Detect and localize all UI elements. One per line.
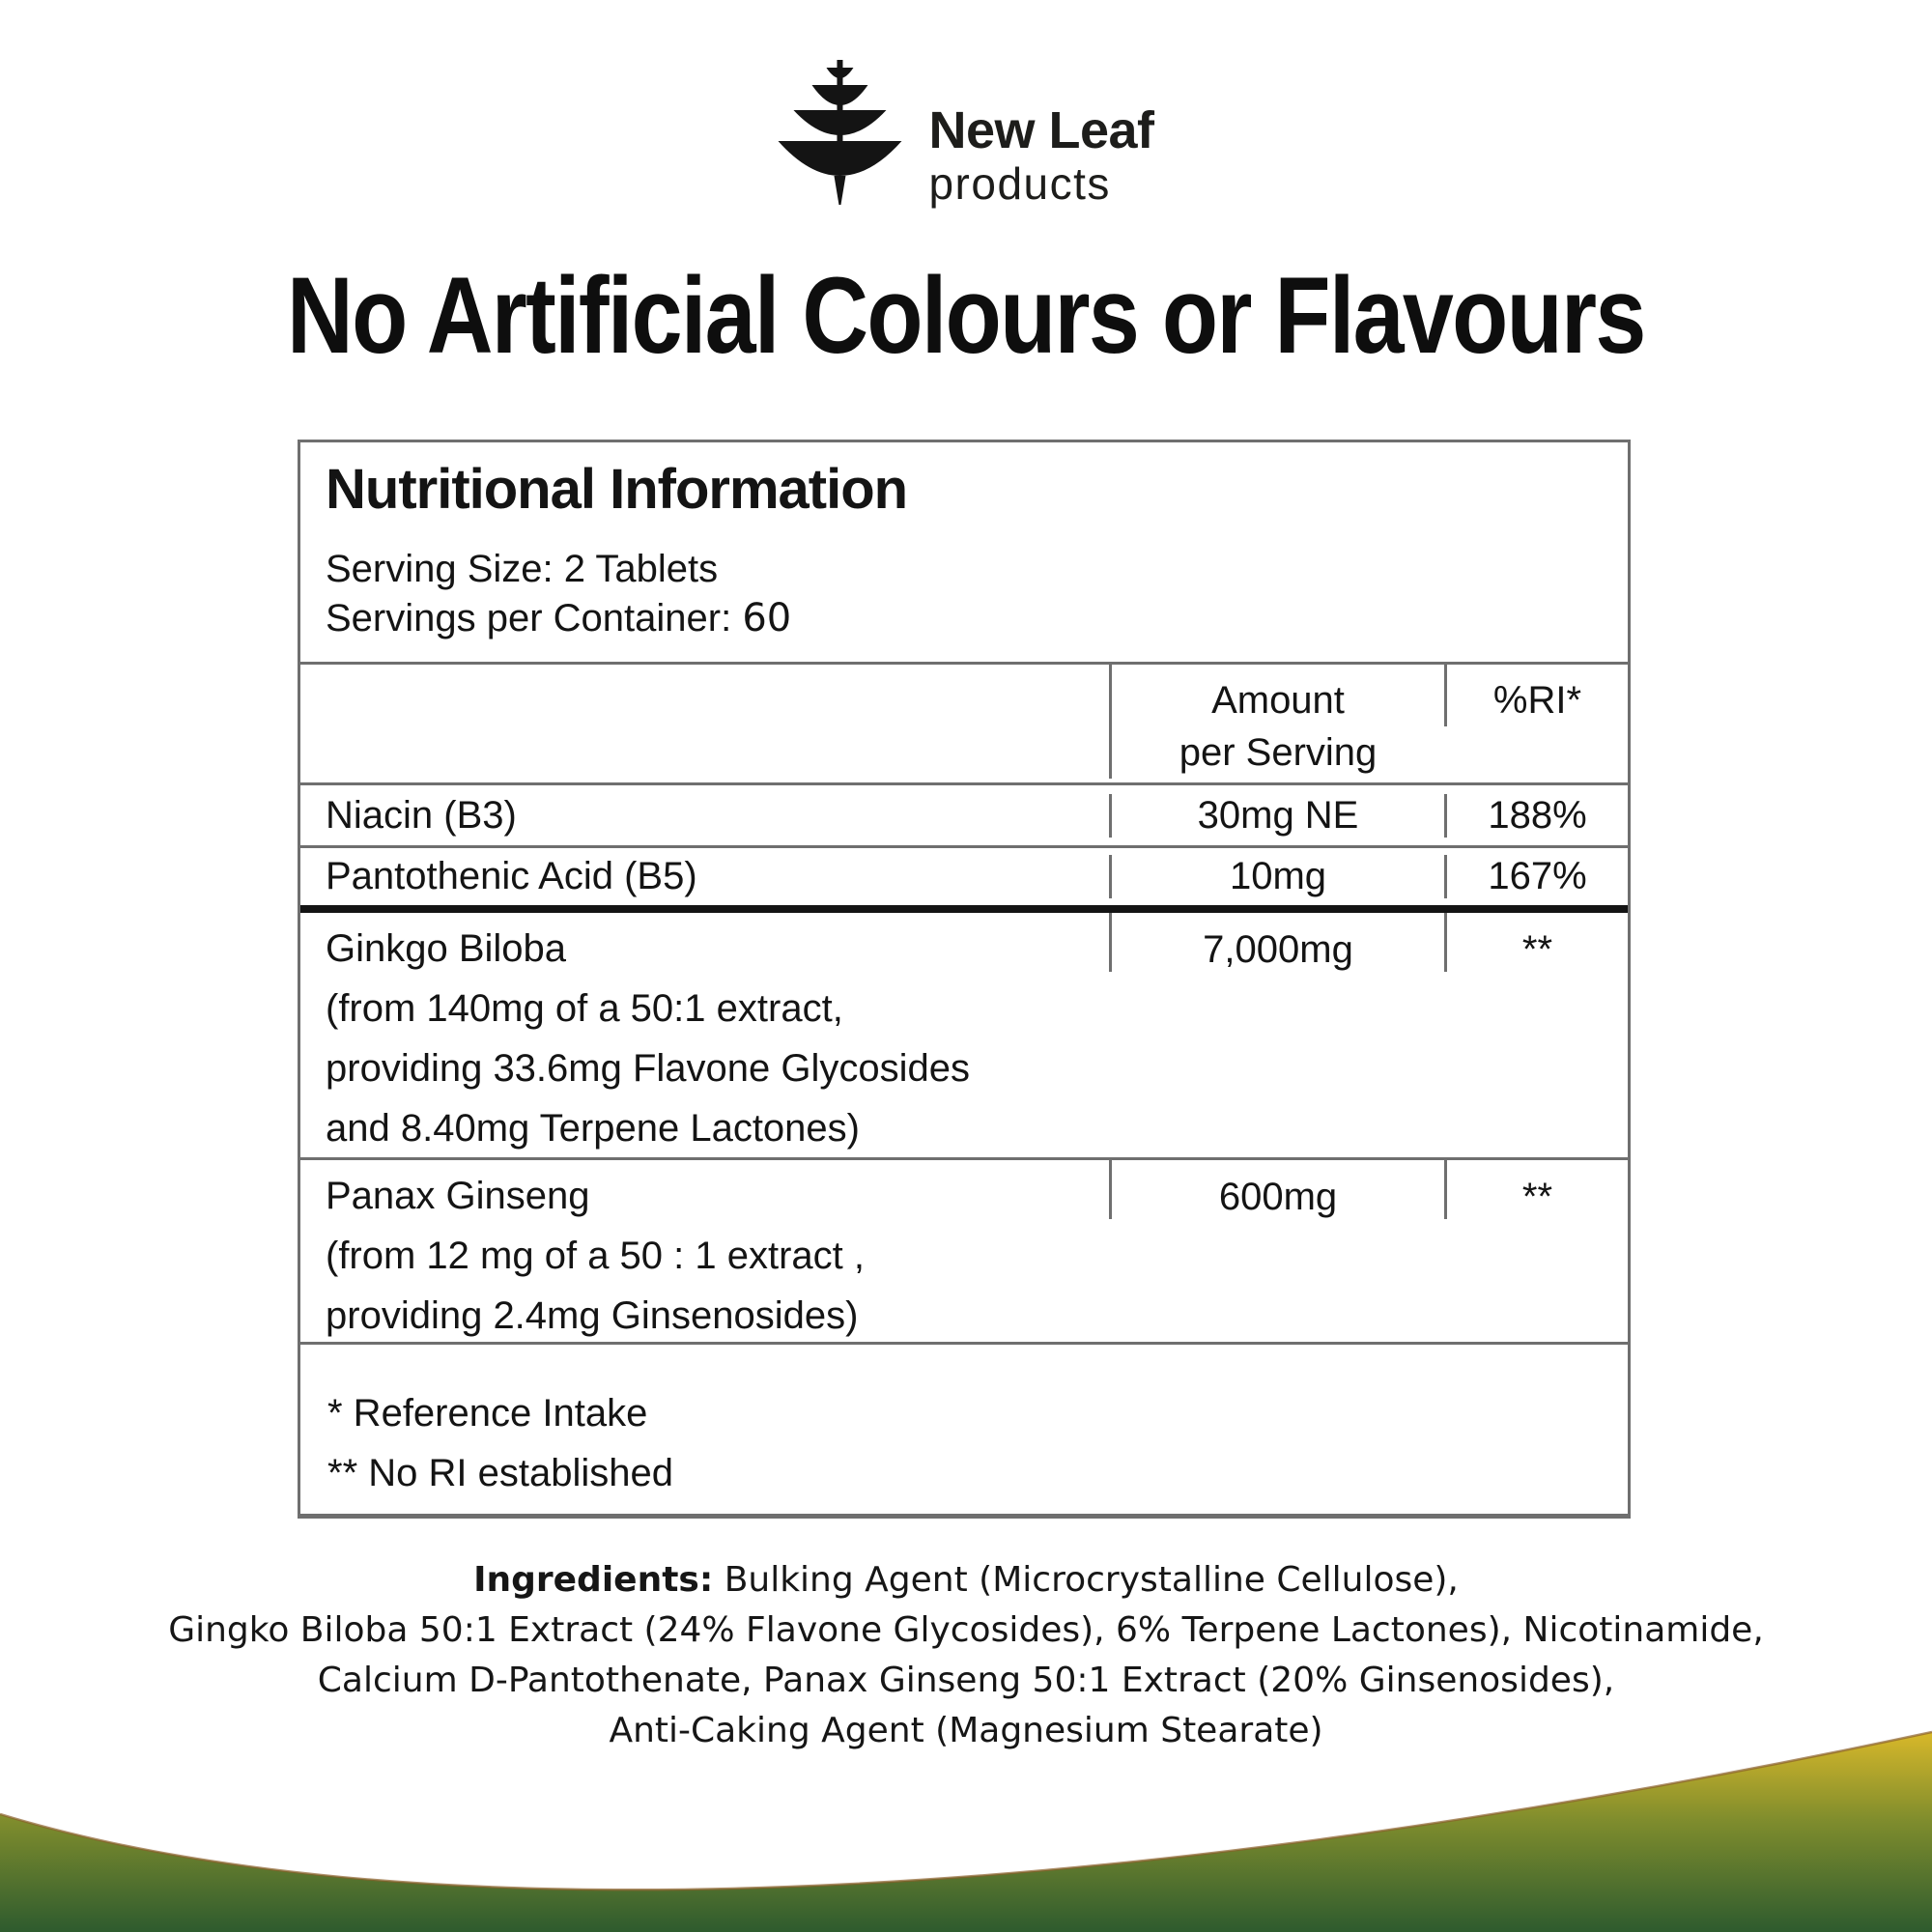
table-title: Nutritional Information (326, 458, 908, 521)
ingredients-line-1: Ingredients: Bulking Agent (Microcrystal… (473, 1560, 1459, 1600)
table-footnotes: * Reference Intake ** No RI established (300, 1342, 1628, 1505)
ingredients-label: Ingredients: (473, 1560, 714, 1600)
ingredients-line-4: Anti-Caking Agent (Magnesium Stearate) (609, 1711, 1323, 1750)
footnote-no-ri: ** No RI established (327, 1452, 673, 1494)
table-row-pantothenic: Pantothenic Acid (B5) 10mg 167% (300, 845, 1628, 913)
bottom-wave-decoration (0, 1730, 1932, 1932)
nutrient-amount: 10mg (1109, 855, 1444, 898)
table-row-panax: Panax Ginseng (from 12 mg of a 50 : 1 ex… (300, 1157, 1628, 1342)
brand-logo: New Leaf products (778, 60, 1154, 209)
table-row-ginkgo: Ginkgo Biloba (from 140mg of a 50:1 extr… (300, 913, 1628, 1157)
nutrient-name: Pantothenic Acid (B5) (326, 855, 697, 897)
table-row-niacin: Niacin (B3) 30mg NE 188% (300, 782, 1628, 845)
ingredients-block: Ingredients: Bulking Agent (Microcrystal… (0, 1555, 1932, 1756)
tiered-tree-icon (778, 60, 902, 205)
header-ri-cell: %RI* (1444, 665, 1628, 726)
nutrition-table: Nutritional Information Serving Size: 2 … (298, 440, 1631, 1519)
table-title-block: Nutritional Information Serving Size: 2 … (300, 442, 1628, 662)
serving-size: Serving Size: 2 Tablets (326, 548, 719, 590)
table-header-row: Amount per Serving %RI* (300, 662, 1628, 782)
servings-per-container: Servings per Container: 60 (326, 596, 792, 640)
brand-subtitle: products (928, 158, 1111, 209)
nutrient-name: Niacin (B3) (326, 793, 517, 837)
ingredients-line-2: Gingko Biloba 50:1 Extract (24% Flavone … (168, 1610, 1764, 1650)
nutrient-ri: ** (1444, 913, 1628, 972)
nutrient-ri: ** (1444, 1160, 1628, 1219)
header-amount-cell: Amount per Serving (1109, 665, 1444, 779)
headline: No Artificial Colours or Flavours (0, 253, 1932, 378)
servings-count: 60 (742, 596, 792, 640)
headline-text: No Artificial Colours or Flavours (287, 255, 1646, 376)
nutrient-name: Panax Ginseng (from 12 mg of a 50 : 1 ex… (326, 1175, 866, 1337)
nutrient-amount: 600mg (1109, 1160, 1444, 1219)
nutrient-amount: 7,000mg (1109, 913, 1444, 972)
brand-wordmark: New Leaf products (928, 101, 1154, 209)
nutrient-ri: 188% (1444, 793, 1628, 838)
nutrient-ri: 167% (1444, 855, 1628, 898)
nutrient-amount: 30mg NE (1109, 793, 1444, 838)
brand-name: New Leaf (928, 101, 1154, 159)
ingredients-line-3: Calcium D-Pantothenate, Panax Ginseng 50… (317, 1661, 1615, 1700)
footnote-reference-intake: * Reference Intake (327, 1392, 648, 1435)
nutrient-name: Ginkgo Biloba (from 140mg of a 50:1 extr… (326, 927, 971, 1150)
